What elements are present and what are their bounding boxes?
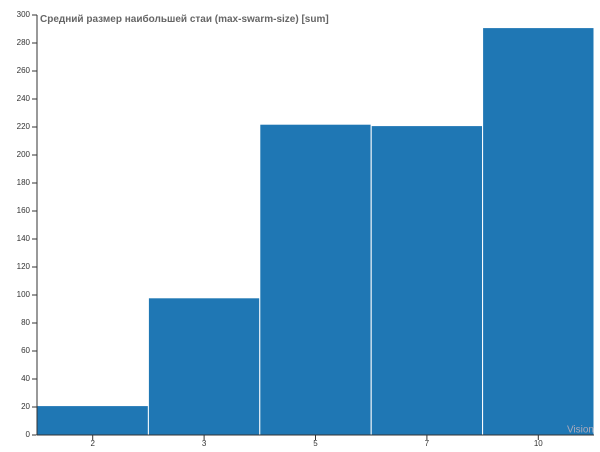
bar xyxy=(36,405,149,436)
chart-title: Средний размер наибольшей стаи (max-swar… xyxy=(40,13,329,25)
x-tick-label: 2 xyxy=(90,439,95,448)
x-tick-label: 7 xyxy=(425,439,430,448)
y-tick-label: 60 xyxy=(21,346,30,355)
y-tick-label: 20 xyxy=(21,402,30,411)
x-tick-label: 10 xyxy=(534,439,543,448)
y-tick-label: 80 xyxy=(21,318,30,327)
y-tick-label: 200 xyxy=(17,150,31,159)
x-tick-label: 5 xyxy=(313,439,318,448)
y-tick-label: 300 xyxy=(17,10,31,19)
bar xyxy=(482,27,595,436)
x-tick-label: 3 xyxy=(202,439,207,448)
bar xyxy=(147,297,261,436)
y-tick-label: 240 xyxy=(17,94,31,103)
y-tick-label: 40 xyxy=(21,374,30,383)
y-tick-label: 180 xyxy=(17,178,31,187)
y-tick-label: 140 xyxy=(17,234,31,243)
bar xyxy=(259,123,372,436)
y-tick-label: 220 xyxy=(17,122,31,131)
y-tick-label: 100 xyxy=(17,290,31,299)
y-tick-label: 260 xyxy=(17,66,31,75)
y-tick-label: 160 xyxy=(17,206,31,215)
y-tick-label: 280 xyxy=(17,38,31,47)
y-tick-label: 120 xyxy=(17,262,31,271)
y-tick-label: 0 xyxy=(26,430,31,439)
bar xyxy=(370,125,484,436)
watermark: Vision xyxy=(567,425,594,436)
